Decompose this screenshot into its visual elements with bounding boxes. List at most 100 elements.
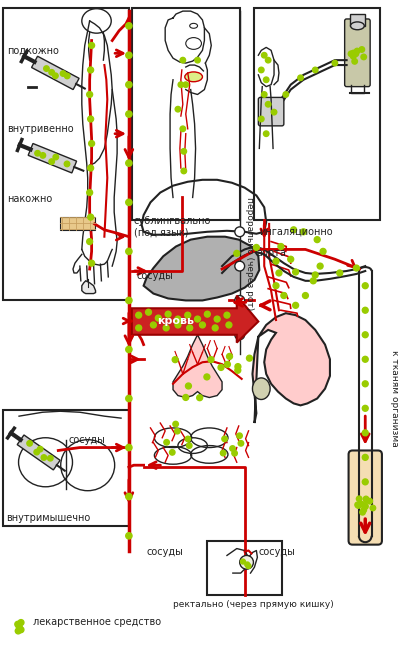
- Bar: [3, 410, 129, 526]
- Circle shape: [181, 148, 186, 154]
- Bar: [207, 541, 282, 595]
- Circle shape: [314, 237, 320, 243]
- Circle shape: [226, 353, 232, 359]
- Circle shape: [180, 57, 186, 63]
- Circle shape: [246, 355, 252, 361]
- Circle shape: [35, 150, 40, 156]
- Circle shape: [220, 450, 226, 456]
- Circle shape: [126, 444, 132, 451]
- Text: сосуды: сосуды: [146, 548, 184, 557]
- Circle shape: [60, 71, 66, 76]
- Circle shape: [312, 67, 318, 73]
- Circle shape: [195, 57, 200, 63]
- Bar: [132, 8, 240, 220]
- Circle shape: [258, 116, 264, 122]
- Circle shape: [173, 421, 178, 427]
- Circle shape: [197, 395, 203, 401]
- Circle shape: [362, 430, 368, 436]
- Circle shape: [362, 381, 368, 387]
- Text: сосуды: сосуды: [137, 271, 174, 281]
- Circle shape: [15, 628, 21, 634]
- Circle shape: [15, 621, 21, 627]
- Circle shape: [40, 153, 46, 158]
- Circle shape: [358, 501, 364, 507]
- Circle shape: [16, 624, 22, 630]
- Text: сосуды: сосуды: [258, 548, 295, 557]
- Ellipse shape: [350, 22, 364, 30]
- Circle shape: [360, 510, 365, 515]
- Circle shape: [224, 312, 230, 318]
- Circle shape: [126, 297, 132, 304]
- Polygon shape: [82, 281, 96, 293]
- Circle shape: [351, 50, 356, 55]
- Circle shape: [362, 504, 368, 510]
- FancyBboxPatch shape: [348, 450, 382, 544]
- Circle shape: [359, 46, 364, 52]
- Polygon shape: [173, 335, 222, 397]
- Text: перорально (через рот): перорально (через рот): [245, 197, 254, 311]
- Ellipse shape: [185, 72, 202, 82]
- Circle shape: [310, 278, 316, 284]
- Circle shape: [126, 23, 132, 29]
- Circle shape: [183, 395, 189, 401]
- Circle shape: [89, 141, 94, 146]
- Circle shape: [34, 450, 40, 455]
- Bar: [350, 14, 365, 26]
- Circle shape: [240, 555, 254, 569]
- Circle shape: [317, 263, 323, 269]
- Text: внутримышечно: внутримышечно: [6, 513, 90, 523]
- Ellipse shape: [252, 378, 270, 399]
- Circle shape: [126, 248, 132, 255]
- Circle shape: [222, 436, 227, 442]
- Circle shape: [64, 161, 70, 166]
- Circle shape: [355, 502, 360, 508]
- Circle shape: [53, 73, 58, 79]
- FancyBboxPatch shape: [258, 97, 284, 126]
- Circle shape: [224, 361, 230, 368]
- Circle shape: [348, 51, 354, 57]
- Circle shape: [126, 160, 132, 166]
- Circle shape: [361, 54, 366, 60]
- Circle shape: [246, 564, 251, 568]
- Circle shape: [64, 73, 70, 79]
- Circle shape: [234, 250, 240, 256]
- Circle shape: [180, 126, 186, 132]
- Polygon shape: [252, 313, 330, 423]
- Circle shape: [181, 168, 186, 174]
- Circle shape: [126, 52, 132, 59]
- Text: аорта: аорта: [256, 248, 286, 258]
- Circle shape: [362, 307, 368, 313]
- Circle shape: [163, 325, 169, 331]
- Circle shape: [362, 405, 368, 412]
- Circle shape: [88, 165, 94, 171]
- Circle shape: [356, 502, 361, 508]
- Circle shape: [364, 497, 369, 503]
- Circle shape: [235, 368, 241, 373]
- Circle shape: [232, 450, 237, 456]
- Circle shape: [87, 92, 92, 97]
- Circle shape: [262, 92, 267, 97]
- Circle shape: [49, 70, 54, 75]
- Circle shape: [183, 82, 188, 88]
- Circle shape: [273, 283, 279, 289]
- Circle shape: [362, 479, 368, 485]
- Circle shape: [302, 293, 308, 299]
- Circle shape: [165, 312, 171, 317]
- Circle shape: [300, 229, 306, 235]
- Circle shape: [298, 75, 303, 81]
- Circle shape: [254, 244, 259, 250]
- Circle shape: [126, 533, 132, 539]
- Bar: [254, 8, 380, 220]
- Circle shape: [271, 110, 277, 115]
- Circle shape: [226, 322, 232, 328]
- Circle shape: [126, 81, 132, 88]
- Circle shape: [150, 322, 156, 328]
- Circle shape: [361, 508, 366, 513]
- Circle shape: [126, 395, 132, 402]
- Polygon shape: [144, 237, 259, 301]
- Circle shape: [337, 270, 343, 276]
- Circle shape: [266, 101, 271, 107]
- Circle shape: [312, 272, 318, 278]
- Circle shape: [204, 374, 210, 380]
- Circle shape: [218, 364, 224, 370]
